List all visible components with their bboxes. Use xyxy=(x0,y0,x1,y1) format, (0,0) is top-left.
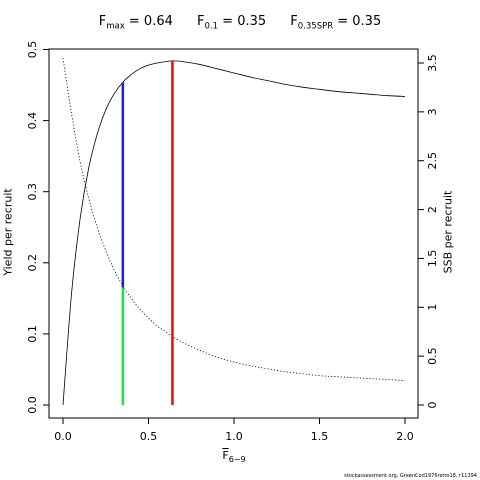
credit-text: stockassessment.org, GreenCod1976retro18… xyxy=(344,473,477,479)
x-tick-label: 2.0 xyxy=(396,430,414,443)
x-tick-label: 0.5 xyxy=(140,430,158,443)
x-axis-label: F6−9 xyxy=(222,449,246,465)
title-fmax: Fmax = 0.64 xyxy=(98,14,173,32)
y-tick-label: 0.2 xyxy=(26,254,39,272)
y2-tick-label: 0.5 xyxy=(426,347,439,365)
y-tick-label: 0.1 xyxy=(26,325,39,343)
y2-tick-label: 1.5 xyxy=(426,250,439,268)
y2-tick-label: 3.5 xyxy=(426,54,439,72)
y2-tick-label: 2 xyxy=(426,206,439,213)
y2-tick-label: 1 xyxy=(426,304,439,311)
y2-tick-label: 3 xyxy=(426,108,439,115)
y-tick-label: 0.0 xyxy=(26,396,39,414)
x-tick-label: 1.0 xyxy=(225,430,243,443)
yield-per-recruit-line xyxy=(62,60,406,406)
x-tick-label: 0.0 xyxy=(54,430,72,443)
y-tick-label: 0.5 xyxy=(26,41,39,59)
y2-tick-label: 2.5 xyxy=(426,152,439,170)
y2-tick-label: 0 xyxy=(426,402,439,409)
plot-frame xyxy=(48,48,419,419)
chart-title: Fmax = 0.64 F0.1 = 0.35 F0.35SPR = 0.35 xyxy=(0,14,480,32)
y-tick-label: 0.3 xyxy=(26,183,39,201)
x-tick-label: 1.5 xyxy=(311,430,329,443)
ssb-per-recruit-line xyxy=(62,58,406,381)
title-fspr: F0.35SPR = 0.35 xyxy=(290,14,382,32)
title-f01: F0.1 = 0.35 xyxy=(197,14,267,32)
y-tick-label: 0.4 xyxy=(26,112,39,130)
